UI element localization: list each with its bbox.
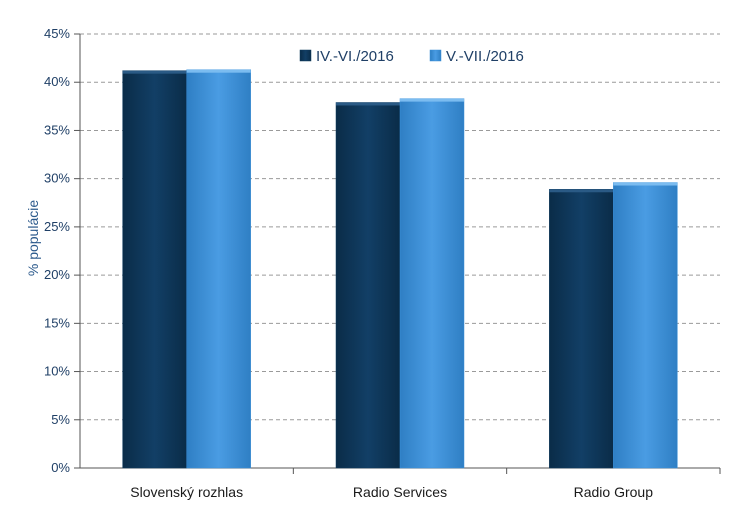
x-axis-categories: Slovenský rozhlas Radio Services Radio Gro… bbox=[130, 468, 721, 500]
bars bbox=[122, 69, 678, 469]
y-tick-label: 0% bbox=[51, 460, 70, 475]
bar-2-radio-services bbox=[399, 98, 465, 469]
bar-1-slovensk-rozhlas bbox=[122, 70, 187, 469]
bar-top-highlight bbox=[122, 70, 187, 74]
y-tick-label: 25% bbox=[44, 219, 70, 234]
bar-2-radio-group bbox=[613, 182, 678, 469]
legend-swatch-1 bbox=[299, 49, 312, 62]
bar-top-highlight bbox=[549, 189, 614, 193]
x-category-label: Slovenský rozhlas bbox=[130, 484, 243, 500]
legend-swatch-2 bbox=[429, 49, 442, 62]
y-tick-label: 45% bbox=[44, 26, 70, 41]
y-tick-label: 20% bbox=[44, 267, 70, 282]
bar-top-highlight bbox=[336, 102, 400, 106]
bar-top-highlight bbox=[400, 98, 464, 102]
legend-label-2: V.-VII./2016 bbox=[446, 48, 524, 65]
x-category-label: Radio Group bbox=[574, 484, 654, 500]
y-tick-label: 15% bbox=[44, 315, 70, 330]
bar-1-radio-group bbox=[549, 189, 614, 469]
bar-1-radio-services bbox=[335, 102, 401, 469]
y-tick-label: 5% bbox=[51, 412, 70, 427]
x-category-label: Radio Services bbox=[353, 484, 447, 500]
bar-2-slovensk-rozhlas bbox=[186, 69, 251, 469]
y-tick-label: 40% bbox=[44, 74, 70, 89]
y-tick-label: 35% bbox=[44, 122, 70, 137]
y-tick-label: 30% bbox=[44, 171, 70, 186]
legend-label-1: IV.-VI./2016 bbox=[316, 48, 394, 65]
legend: IV.-VI./2016 V.-VII./2016 bbox=[299, 48, 524, 65]
y-axis-ticks: 0% 5% 10% 15% 20% 25% 30% 35% 40% 45% bbox=[44, 26, 720, 475]
bar-top-highlight bbox=[186, 69, 251, 73]
y-tick-label: 10% bbox=[44, 364, 70, 379]
bar-top-highlight bbox=[613, 182, 678, 186]
y-axis-label: % populácie bbox=[25, 200, 41, 276]
